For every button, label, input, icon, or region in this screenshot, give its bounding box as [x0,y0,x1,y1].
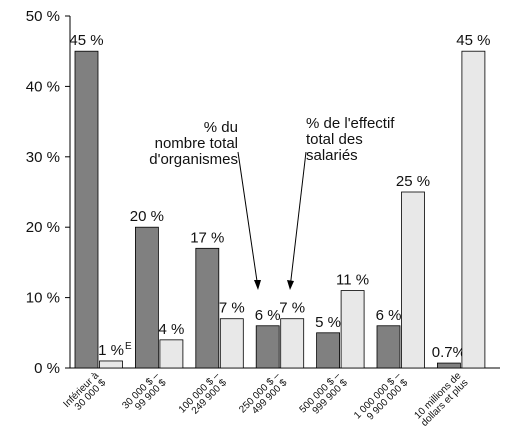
value-label: 0.7% [432,344,466,361]
value-label: 4 % [158,321,184,338]
value-label: 45 % [69,32,103,49]
bar [134,226,159,369]
x-tick-label: 250 000 $ –499 900 $ [237,370,290,423]
value-label: 25 % [396,173,430,190]
y-tick-label: 30 % [26,149,60,166]
x-tick-label: 100 000 $ –249 900 $ [177,370,230,423]
bar [219,318,244,369]
bar [280,318,305,369]
bar [316,332,341,369]
x-tick-label: Inférieur à30 000 $ [62,370,109,417]
bar [255,325,280,369]
callout-arrow [237,151,259,289]
value-label: 7 % [279,300,305,317]
x-tick-label: 30 000 $ –99 900 $ [120,370,169,419]
x-tick-label: 1 000 000 $ –9 900 000 $ [352,370,410,428]
y-tick-label: 10 % [26,290,60,307]
bar [376,325,401,369]
bar [159,339,184,369]
x-tick-label: 500 000 $ –999 900 $ [298,370,351,423]
arrowhead [254,280,261,290]
value-label: 5 % [315,314,341,331]
legend-label: % de l'effectif total des salariés [306,115,395,164]
legend-label: % du nombre total d'organismes [149,119,238,168]
bar [74,50,99,369]
value-label: 7 % [219,300,245,317]
value-label: 6 % [255,307,281,324]
y-tick-label: 0 % [34,360,60,377]
value-label: 6 % [376,307,402,324]
arrowhead [287,280,294,290]
bar [340,290,365,369]
callout-arrow [289,151,307,289]
y-tick-label: 50 % [26,8,60,25]
bar [99,360,123,369]
value-label: 17 % [190,229,224,246]
value-label: 1 % [98,342,124,359]
bar [436,362,461,369]
annotation: E [125,341,132,352]
bar [401,191,425,369]
x-tick-label: 10 millions dedollars et plus [412,370,471,429]
value-label: 45 % [456,32,490,49]
y-tick-label: 20 % [26,219,60,236]
bar [195,247,220,369]
bar [461,50,486,369]
value-label: 20 % [130,208,164,225]
y-tick-label: 40 % [26,78,60,95]
value-label: 11 % [336,272,369,289]
